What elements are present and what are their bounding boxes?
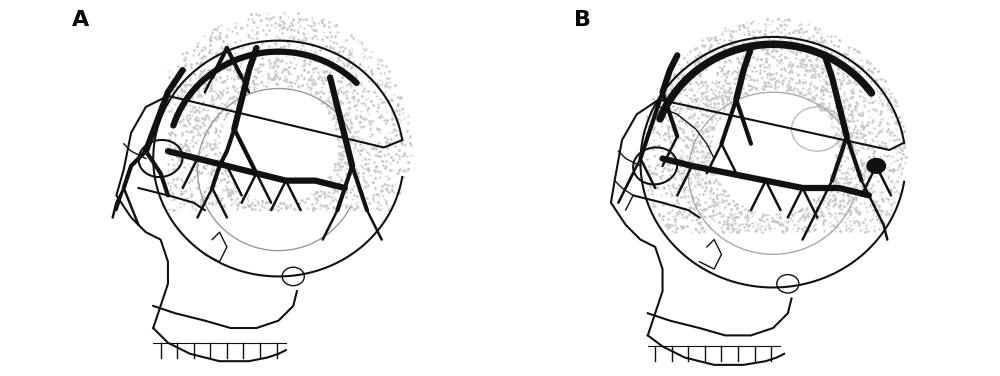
Ellipse shape	[867, 159, 885, 173]
Text: A: A	[72, 10, 89, 30]
Text: B: B	[574, 10, 591, 30]
